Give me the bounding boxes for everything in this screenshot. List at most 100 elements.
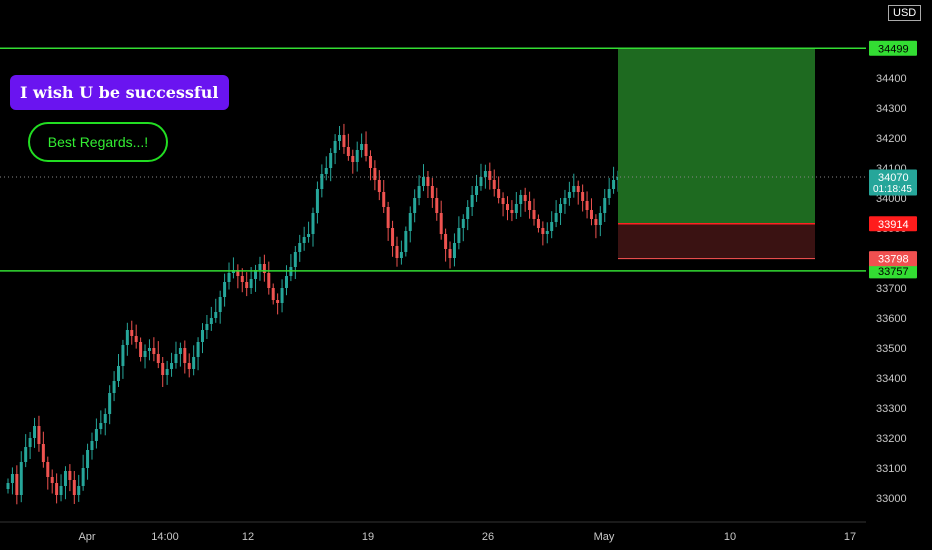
candle-body [276, 300, 280, 303]
candle-body [452, 243, 456, 258]
candle-body [209, 318, 213, 324]
candle-body [196, 342, 200, 357]
candle-body [355, 150, 359, 162]
candle-body [258, 264, 262, 270]
price-tick-label: 34000 [876, 193, 907, 205]
overlays-layer [0, 47, 866, 272]
candle-body [245, 282, 249, 288]
candle-body [165, 369, 169, 375]
candle-body [86, 450, 90, 468]
candle-body [457, 228, 461, 243]
candle-body [492, 180, 496, 189]
candle-body [267, 273, 271, 288]
candle-body [284, 276, 288, 288]
time-tick-label: Apr [78, 531, 95, 543]
candle-body [589, 210, 593, 219]
candle-body [254, 270, 258, 279]
candle-body [479, 177, 483, 186]
candle-body [134, 336, 138, 342]
candle-body [466, 207, 470, 219]
candle-body [422, 177, 426, 186]
candle-body [311, 213, 315, 234]
candle-body [117, 366, 121, 381]
currency-label[interactable]: USD [888, 5, 922, 21]
candle-body [598, 213, 602, 225]
candle-body [161, 363, 165, 375]
candle-body [567, 192, 571, 198]
time-tick-label: 12 [242, 531, 254, 543]
candle-body [497, 189, 501, 198]
candle-body [444, 234, 448, 249]
candle-body [519, 195, 523, 204]
candle-body [488, 171, 492, 180]
price-tick-label: 33700 [876, 283, 907, 295]
candle-body [262, 264, 266, 273]
candle-body [413, 198, 417, 213]
candle-body [152, 348, 156, 354]
candle-body [475, 186, 479, 195]
price-label-box [869, 40, 917, 56]
callout-regards[interactable]: Best Regards...! [28, 122, 168, 162]
candle-body [430, 186, 434, 198]
candle-body [554, 213, 558, 222]
candle-body [156, 354, 160, 363]
price-axis[interactable]: 33000 33100 33200 33300 33400 33500 33600 33700… [869, 40, 917, 505]
candle-body [205, 324, 209, 330]
candle-body [307, 234, 311, 237]
price-label-text: 33798 [878, 254, 909, 266]
candle-body [72, 480, 76, 495]
candle-body [541, 228, 545, 234]
candle-body [528, 201, 532, 210]
time-tick-label: 17 [844, 531, 856, 543]
candle-body [612, 180, 616, 189]
candle-body [90, 441, 94, 450]
candle-body [435, 198, 439, 213]
candle-body [293, 252, 297, 267]
candle-body [271, 288, 275, 300]
candle-body [368, 156, 372, 168]
candle-body [187, 363, 191, 369]
candle-body [585, 201, 589, 210]
price-label-text: 34070 [878, 172, 909, 184]
candle-body [514, 204, 518, 213]
candle-body [404, 231, 408, 252]
candle-body [377, 180, 381, 192]
profit-zone [618, 48, 815, 224]
price-tick-label: 33400 [876, 373, 907, 385]
candle-body [461, 219, 465, 228]
candle-body [227, 273, 231, 282]
price-label-text: 33914 [878, 219, 909, 231]
candle-body [483, 171, 487, 177]
candle-body [545, 231, 549, 234]
candle-body [121, 345, 125, 366]
candle-body [360, 144, 364, 150]
callout-success[interactable]: I wish U be successful [10, 75, 229, 110]
candle-body [6, 483, 10, 489]
candle-body [112, 381, 116, 393]
candle-body [501, 198, 505, 204]
candle-body [192, 357, 196, 369]
candle-body [236, 270, 240, 276]
candle-body [143, 351, 147, 357]
candle-body [139, 342, 143, 357]
candle-body [174, 354, 178, 363]
price-label-text: 34499 [878, 43, 909, 55]
candle-body [373, 168, 377, 180]
candle-body [298, 243, 302, 252]
candle-body [342, 135, 346, 147]
candles-layer [6, 123, 620, 505]
candle-body [10, 474, 14, 483]
candle-body [329, 153, 333, 168]
candle-body [594, 219, 598, 225]
candle-body [576, 186, 580, 192]
time-tick-label: 26 [482, 531, 494, 543]
time-tick-label: 19 [362, 531, 374, 543]
time-axis[interactable]: Apr 14:00 12 19 26 May 10 17 [0, 521, 866, 543]
candle-body [125, 330, 129, 345]
candle-body [426, 177, 430, 186]
candle-body [386, 207, 390, 228]
candle-body [130, 330, 134, 336]
candle-body [505, 204, 509, 210]
candle-body [46, 462, 50, 477]
